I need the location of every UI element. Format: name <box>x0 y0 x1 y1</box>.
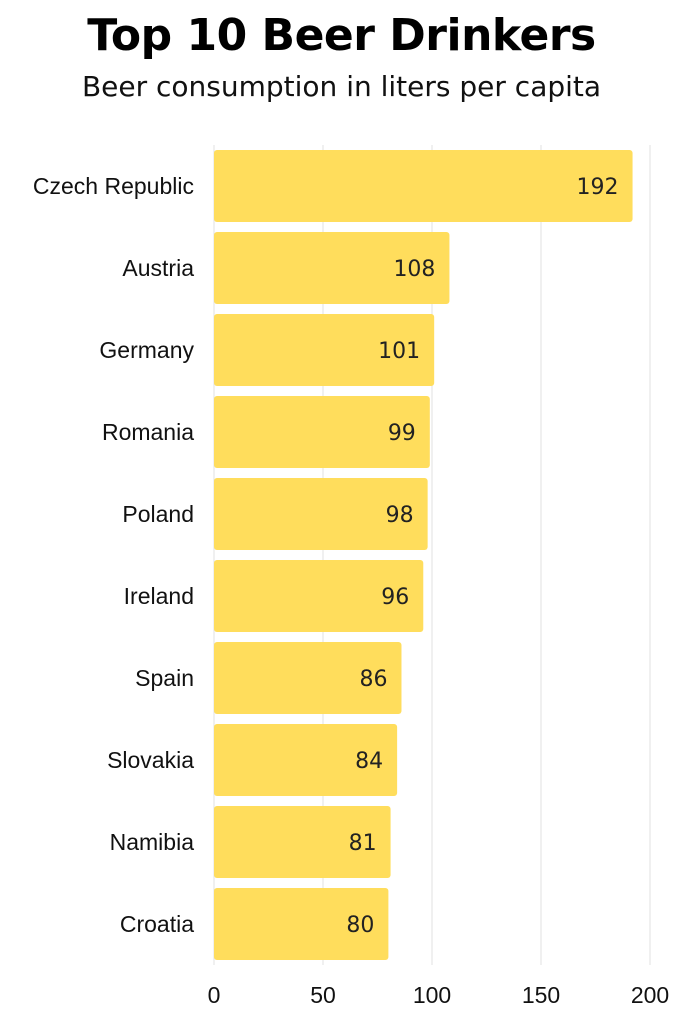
bar-3 <box>214 396 430 468</box>
value-label-6: 86 <box>359 667 387 692</box>
category-label-7: Slovakia <box>107 747 194 773</box>
x-tick-label-0: 0 <box>208 982 221 1008</box>
value-label-2: 101 <box>378 339 420 364</box>
value-label-1: 108 <box>393 257 435 282</box>
value-label-3: 99 <box>388 421 416 446</box>
value-label-7: 84 <box>355 749 383 774</box>
category-label-6: Spain <box>135 665 194 691</box>
value-label-9: 80 <box>346 913 374 938</box>
x-tick-label-150: 150 <box>522 982 560 1008</box>
bar-1 <box>214 232 450 304</box>
category-label-9: Croatia <box>120 911 194 937</box>
chart-title: Top 10 Beer Drinkers <box>87 10 596 61</box>
bars <box>214 150 633 960</box>
bar-9 <box>214 888 389 960</box>
category-label-2: Germany <box>99 337 194 363</box>
bar-8 <box>214 806 391 878</box>
category-labels: Czech Republic Austria Germany Romania Polan… <box>33 173 195 937</box>
bar-5 <box>214 560 424 632</box>
value-label-5: 96 <box>381 585 409 610</box>
category-label-5: Ireland <box>124 583 194 609</box>
category-label-3: Romania <box>102 419 194 445</box>
value-labels: 192 108 101 99 98 96 86 84 81 80 <box>346 175 618 938</box>
bar-4 <box>214 478 428 550</box>
x-tick-label-50: 50 <box>310 982 336 1008</box>
bar-6 <box>214 642 402 714</box>
value-label-0: 192 <box>577 175 619 200</box>
bar-2 <box>214 314 435 386</box>
category-label-4: Poland <box>122 501 194 527</box>
x-tick-label-100: 100 <box>413 982 451 1008</box>
x-tick-label-200: 200 <box>631 982 669 1008</box>
category-label-0: Czech Republic <box>33 173 194 199</box>
bar-0 <box>214 150 633 222</box>
x-axis-ticks: 0 50 100 150 200 <box>208 982 670 1008</box>
value-label-8: 81 <box>349 831 377 856</box>
bar-7 <box>214 724 398 796</box>
category-label-8: Namibia <box>110 829 195 855</box>
chart-subtitle: Beer consumption in liters per capita <box>81 70 602 103</box>
value-label-4: 98 <box>386 503 414 528</box>
category-label-1: Austria <box>122 255 194 281</box>
